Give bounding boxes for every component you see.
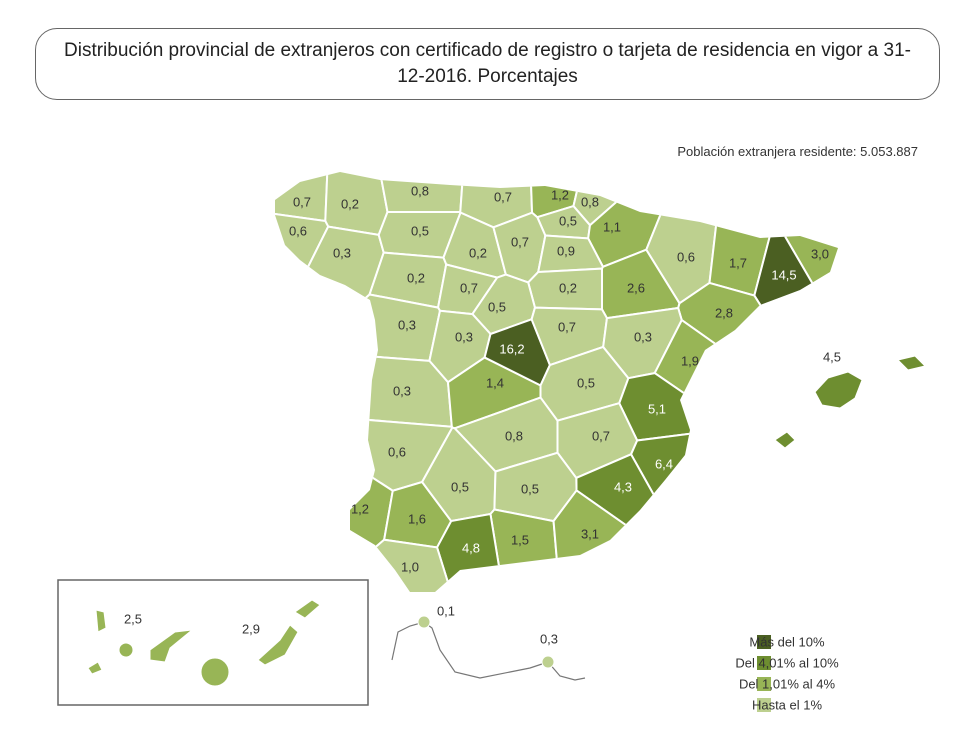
region-label: 0,1 <box>437 603 455 618</box>
province <box>459 172 534 229</box>
region-label: 0,5 <box>577 375 595 390</box>
map-note: Población extranjera residente: 5.053.88… <box>677 144 918 159</box>
region-shape <box>897 355 926 371</box>
region-shape <box>417 615 431 629</box>
canarias-inset <box>57 579 369 706</box>
region-shape <box>149 629 194 663</box>
region-label: 0,7 <box>460 280 478 295</box>
region-label: 0,5 <box>559 213 577 228</box>
region-label: 0,9 <box>557 243 575 258</box>
region-label: 1,2 <box>351 501 369 516</box>
region-shape <box>541 655 555 669</box>
legend-swatch <box>757 635 771 649</box>
islands <box>87 355 926 687</box>
region-label: 0,7 <box>494 189 512 204</box>
region-label: 2,5 <box>124 611 142 626</box>
region-label: 5,1 <box>648 401 666 416</box>
legend-label: Del 1,01% al 4% <box>739 676 836 691</box>
region-label: 1,5 <box>511 532 529 547</box>
region-label: 0,3 <box>540 631 558 646</box>
region-label: 0,3 <box>333 245 351 260</box>
region-label: 0,8 <box>505 428 523 443</box>
region-shape <box>774 431 796 449</box>
region-label: 0,3 <box>455 329 473 344</box>
region-label: 1,6 <box>408 511 426 526</box>
region-label: 1,7 <box>729 255 747 270</box>
region-label: 4,5 <box>823 349 841 364</box>
region-label: 3,1 <box>581 526 599 541</box>
region-labels: 0,7 0,2 0,6 0,3 0,8 0,7 1,2 0,8 0,5 1,1 0,5 0,2 0,7 0… <box>124 183 841 646</box>
region-shape <box>294 599 321 619</box>
region-label: 14,5 <box>771 267 796 282</box>
region-label: 0,8 <box>411 183 429 198</box>
region-label: 0,3 <box>393 383 411 398</box>
region-label: 16,2 <box>499 341 524 356</box>
region-shape <box>200 657 230 687</box>
province <box>275 350 453 428</box>
region-shape <box>87 661 103 675</box>
region-label: 0,2 <box>341 196 359 211</box>
africa-coast <box>391 621 586 681</box>
region-label: 0,2 <box>559 280 577 295</box>
legend-swatch <box>757 677 771 691</box>
region-shape <box>257 624 299 666</box>
province <box>677 281 838 435</box>
region-label: 0,5 <box>411 223 429 238</box>
province <box>324 172 389 236</box>
region-label: 0,3 <box>398 317 416 332</box>
region-label: 0,7 <box>558 319 576 334</box>
legend-label: Del 4,01% al 10% <box>735 655 839 670</box>
map-title: Distribución provincial de extranjeros c… <box>35 28 940 100</box>
region-label: 1,9 <box>681 353 699 368</box>
region-label: 1,1 <box>603 219 621 234</box>
region-label: 4,8 <box>462 540 480 555</box>
region-label: 1,4 <box>486 375 504 390</box>
region-label: 0,5 <box>521 481 539 496</box>
region-label: 6,4 <box>655 456 673 471</box>
region-label: 0,3 <box>634 329 652 344</box>
region-label: 0,7 <box>592 428 610 443</box>
province <box>275 225 385 377</box>
region-shape <box>95 609 107 633</box>
region-shape <box>118 642 134 658</box>
province <box>275 202 330 402</box>
region-label: 4,3 <box>614 479 632 494</box>
legend-label: Más del 10% <box>749 634 825 649</box>
region-label: 1,2 <box>551 187 569 202</box>
region-label: 1,0 <box>401 559 419 574</box>
region-label: 2,9 <box>242 621 260 636</box>
province <box>303 293 442 362</box>
legend-swatch <box>757 698 771 712</box>
region-label: 0,2 <box>469 245 487 260</box>
province <box>552 489 772 592</box>
region-label: 0,7 <box>293 194 311 209</box>
region-label: 3,0 <box>811 246 829 261</box>
legend-label: Hasta el 1% <box>752 697 823 712</box>
legend-swatch <box>757 656 771 670</box>
region-label: 0,8 <box>581 194 599 209</box>
region-label: 0,7 <box>511 234 529 249</box>
region-shape <box>814 371 863 409</box>
region-label: 0,5 <box>451 479 469 494</box>
region-label: 0,5 <box>488 299 506 314</box>
region-label: 2,8 <box>715 305 733 320</box>
region-label: 0,2 <box>407 270 425 285</box>
region-label: 2,6 <box>627 280 645 295</box>
region-label: 0,6 <box>289 223 307 238</box>
region-label: 0,6 <box>388 444 406 459</box>
region-label: 0,6 <box>677 249 695 264</box>
legend: Más del 10% Del 4,01% al 10% Del 1,01% al … <box>735 634 839 712</box>
